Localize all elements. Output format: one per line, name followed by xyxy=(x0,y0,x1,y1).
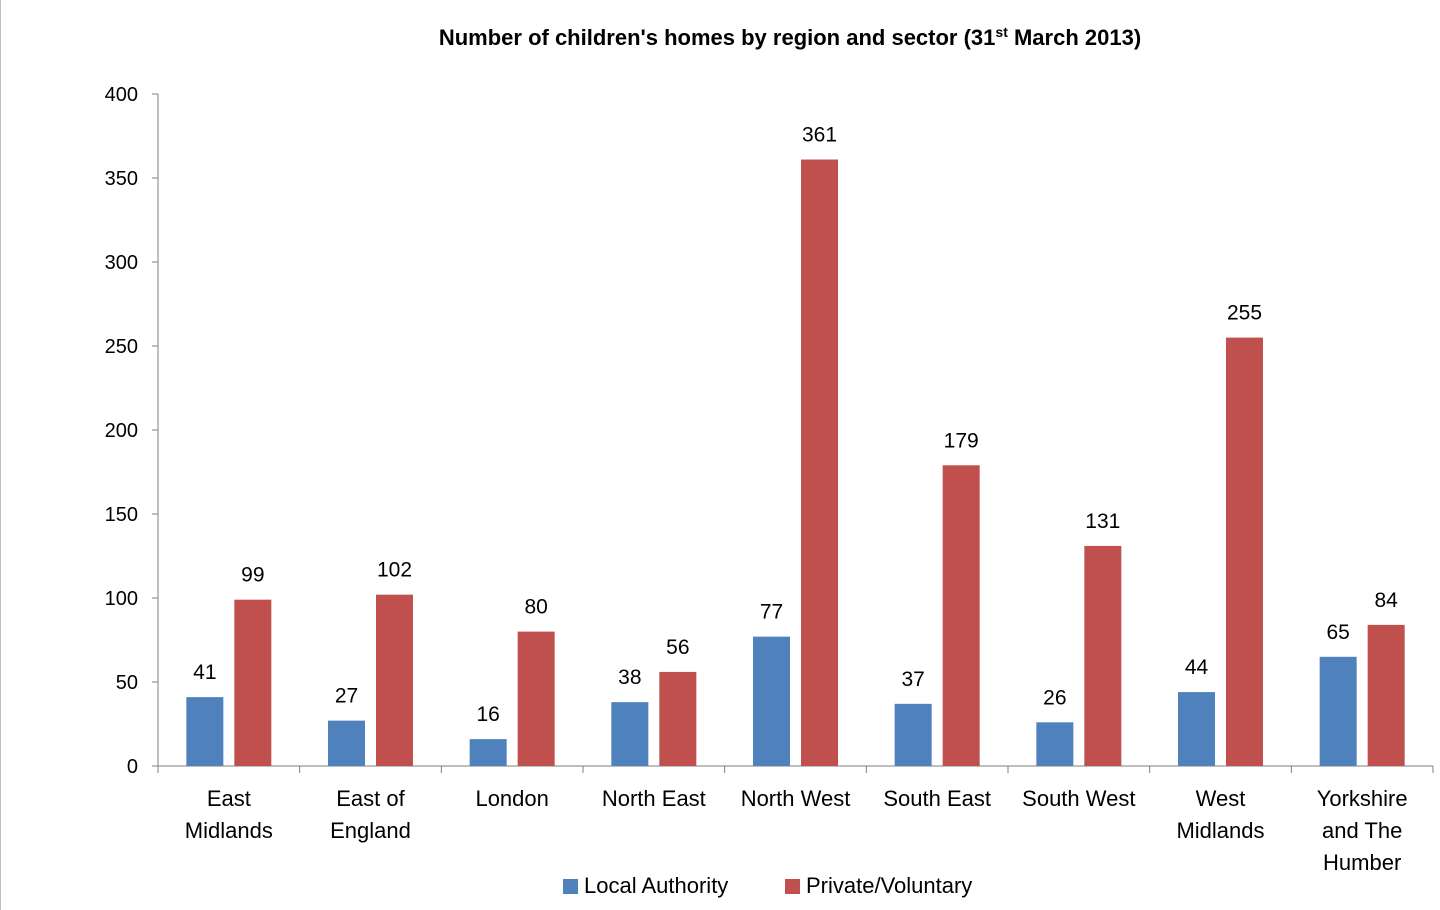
x-category-label: South West xyxy=(1022,786,1135,811)
x-category-label-line: Midlands xyxy=(185,818,273,843)
bar-private-voluntary xyxy=(659,671,697,766)
data-label: 37 xyxy=(901,668,924,691)
y-tick-label: 250 xyxy=(105,336,138,358)
y-tick-label: 150 xyxy=(105,504,138,526)
legend: Local Authority Private/Voluntary xyxy=(563,873,972,898)
data-label: 26 xyxy=(1043,686,1066,709)
x-category-label-line: Midlands xyxy=(1176,818,1264,843)
x-category-label-line: South East xyxy=(883,786,991,811)
legend-swatch xyxy=(563,879,578,894)
bar-private-voluntary xyxy=(376,594,413,766)
data-label: 56 xyxy=(666,636,689,659)
data-label: 361 xyxy=(802,124,837,147)
bar-local-authority xyxy=(1178,692,1215,766)
x-category-label: North East xyxy=(602,786,706,811)
y-tick-label: 350 xyxy=(105,168,138,190)
data-label: 38 xyxy=(618,666,641,689)
chart-title: Number of children's homes by region and… xyxy=(439,24,1141,50)
x-category-label-line: North West xyxy=(741,786,851,811)
bar-private-voluntary xyxy=(517,631,555,766)
x-category-label: London xyxy=(475,786,548,811)
x-category-label-line: Yorkshire xyxy=(1317,786,1408,811)
bar-private-voluntary xyxy=(942,465,980,766)
y-tick-label: 0 xyxy=(127,756,138,778)
x-category-label-line: London xyxy=(475,786,548,811)
bars xyxy=(186,159,1405,766)
bar-local-authority xyxy=(1036,722,1074,766)
bar-local-authority xyxy=(469,739,507,766)
data-label: 77 xyxy=(760,601,783,624)
legend-swatch xyxy=(785,879,800,894)
data-label: 27 xyxy=(335,685,358,708)
x-category-label-line: South West xyxy=(1022,786,1135,811)
bar-private-voluntary xyxy=(234,599,272,766)
legend-label: Local Authority xyxy=(584,873,728,898)
y-tick-label: 50 xyxy=(116,672,138,694)
y-tick-label: 300 xyxy=(105,252,138,274)
bar-private-voluntary xyxy=(1367,624,1405,766)
x-category-label: North West xyxy=(741,786,851,811)
data-label: 255 xyxy=(1227,302,1262,325)
data-label: 102 xyxy=(377,559,412,582)
data-labels: 41 99 27 102 16 80 38 56 77 361 37 179 26 131 44 255 65 8… xyxy=(193,124,1398,727)
data-label: 131 xyxy=(1085,510,1120,533)
chart-title-end: March 2013) xyxy=(1008,25,1141,50)
bar-private-voluntary xyxy=(1226,337,1263,766)
x-category-label: East Midlands xyxy=(185,786,273,843)
x-category-label: South East xyxy=(883,786,991,811)
x-category-label-line: West xyxy=(1196,786,1246,811)
data-label: 44 xyxy=(1185,656,1209,679)
y-axis: 0 50 100 150 200 250 300 350 400 xyxy=(105,84,159,778)
data-label: 65 xyxy=(1326,621,1349,644)
bar-local-authority xyxy=(1319,656,1357,766)
x-category-label: West Midlands xyxy=(1176,786,1264,843)
x-category-label-line: and The xyxy=(1322,818,1402,843)
x-category-label-line: Humber xyxy=(1323,850,1401,875)
bar-local-authority xyxy=(186,697,224,766)
data-label: 179 xyxy=(944,429,979,452)
bar-local-authority xyxy=(611,702,649,766)
y-tick-label: 400 xyxy=(105,84,138,106)
data-label: 80 xyxy=(524,596,547,619)
bar-local-authority xyxy=(753,636,790,766)
data-label: 16 xyxy=(476,703,499,726)
x-category-label-line: England xyxy=(330,818,411,843)
x-category-label-line: East xyxy=(207,786,251,811)
x-category-label-line: North East xyxy=(602,786,706,811)
chart-title-main: Number of children's homes by region and… xyxy=(439,25,996,50)
data-label: 84 xyxy=(1374,589,1398,612)
bar-local-authority xyxy=(894,703,932,766)
bar-private-voluntary xyxy=(801,159,838,766)
x-category-label-line: East of xyxy=(336,786,405,811)
chart-title-superscript: st xyxy=(995,24,1008,40)
y-tick-label: 200 xyxy=(105,420,138,442)
data-label: 99 xyxy=(241,564,264,587)
bar-private-voluntary xyxy=(1084,545,1122,766)
data-label: 41 xyxy=(193,661,216,684)
legend-label: Private/Voluntary xyxy=(806,873,972,898)
x-axis: East Midlands East of England London North Ea… xyxy=(157,765,1434,875)
x-category-label: Yorkshire and The Humber xyxy=(1317,786,1408,875)
y-tick-label: 100 xyxy=(105,588,138,610)
bar-local-authority xyxy=(328,720,365,766)
x-category-label: East of England xyxy=(330,786,411,843)
